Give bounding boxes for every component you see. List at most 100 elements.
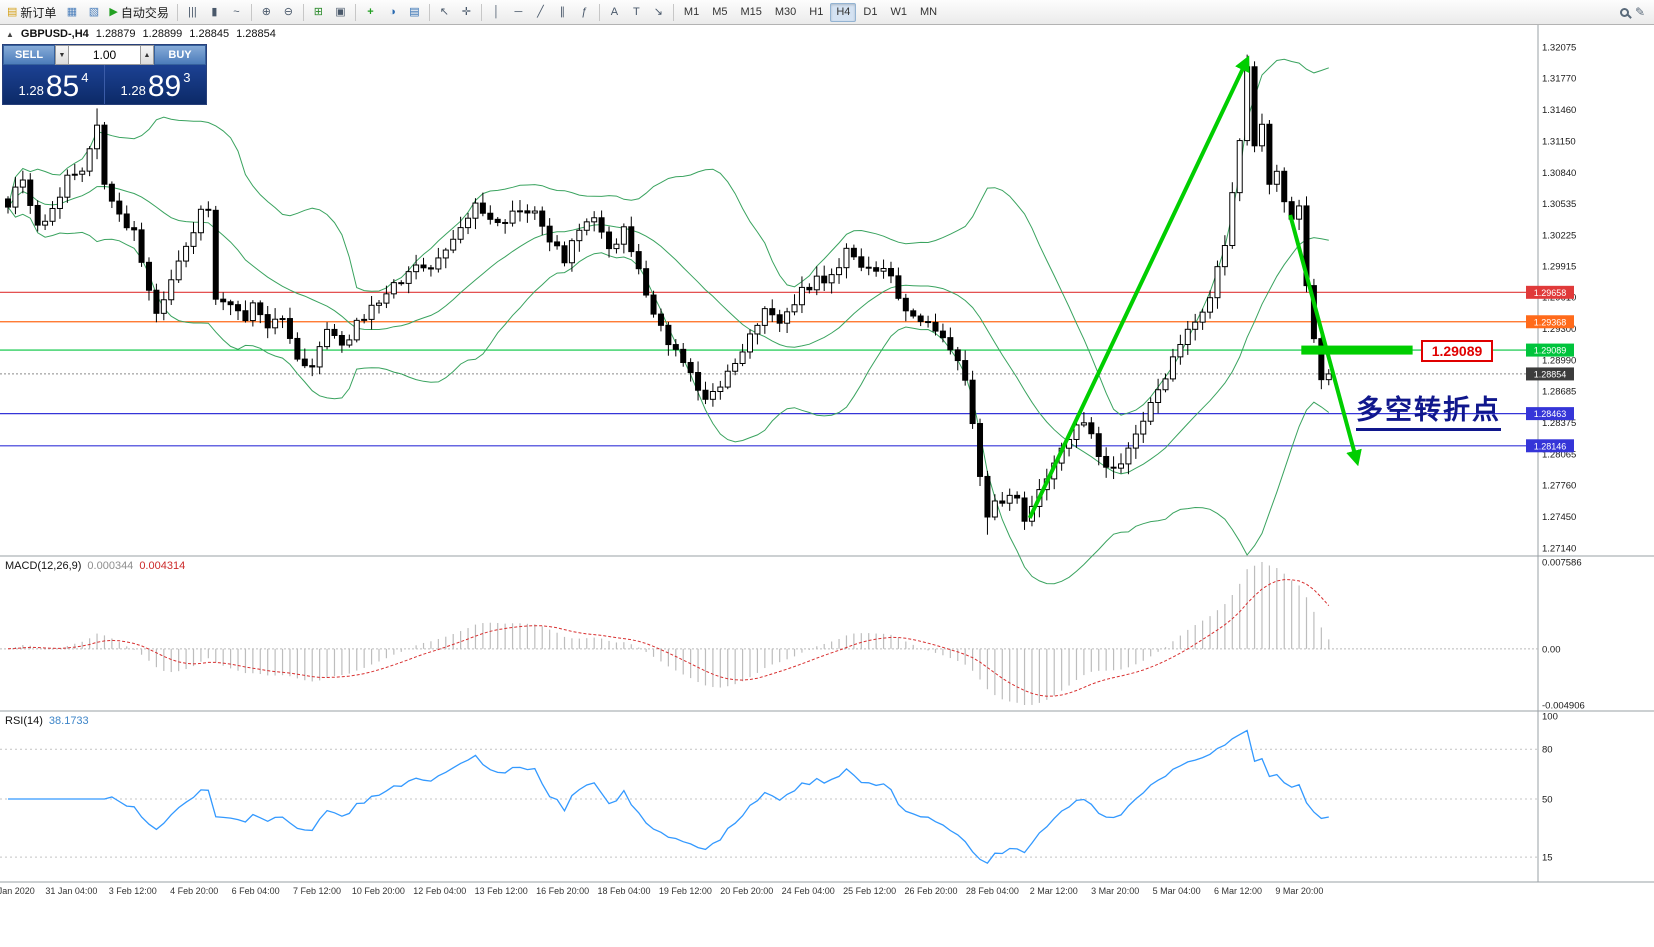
timeframe-m5-button[interactable]: M5 [712, 6, 728, 18]
shapes-tool-icon: ↘ [653, 5, 664, 18]
vertical-line-tool-icon: │ [492, 5, 500, 18]
add-indicator-button[interactable]: + [360, 2, 381, 23]
cursor-tool-icon: ↖ [439, 5, 450, 18]
svg-text:1.28854: 1.28854 [1534, 369, 1567, 379]
templates-button[interactable]: ▤ [404, 2, 425, 23]
bar-chart-mode-button[interactable]: ||| [182, 2, 203, 23]
quick-edit-icon[interactable]: ✎ [1634, 5, 1645, 19]
svg-text:9 Mar 20:00: 9 Mar 20:00 [1275, 886, 1323, 896]
timeframe-d1-button[interactable]: D1 [863, 6, 878, 18]
fibonacci-tool-icon: ƒ [581, 5, 588, 18]
svg-text:28 Feb 04:00: 28 Feb 04:00 [966, 886, 1019, 896]
svg-text:3 Feb 12:00: 3 Feb 12:00 [109, 886, 157, 896]
trendline-tool-button[interactable]: ╱ [530, 2, 551, 23]
svg-text:1.30535: 1.30535 [1542, 199, 1576, 210]
cursor-tool-button[interactable]: ↖ [434, 2, 455, 23]
svg-text:18 Feb 04:00: 18 Feb 04:00 [597, 886, 650, 896]
chart-ohlc-info: ▲ GBPUSD-,H4 1.28879 1.28899 1.28845 1.2… [6, 28, 276, 40]
autotrading-label: 自动交易 [120, 5, 169, 20]
timeframe-w1-button[interactable]: W1 [890, 6, 907, 18]
toolbar-separator [598, 3, 600, 21]
svg-text:20 Feb 20:00: 20 Feb 20:00 [720, 886, 773, 896]
svg-text:1.31770: 1.31770 [1542, 73, 1576, 84]
macd-panel [0, 562, 1538, 705]
channel-tool-button[interactable]: ∥ [552, 2, 573, 23]
zoom-out-button[interactable]: ⊖ [278, 2, 299, 23]
toolbar-separator [480, 3, 482, 21]
price-callout-label[interactable]: 1.29089 [1421, 340, 1493, 362]
svg-text:1.31150: 1.31150 [1542, 136, 1576, 147]
horizontal-line-tool-button[interactable]: ─ [508, 2, 529, 23]
price-divider [104, 65, 105, 104]
timeframe-h1-button[interactable]: H1 [809, 6, 824, 18]
crosshair-tool-button[interactable]: ✛ [456, 2, 477, 23]
new-order-button[interactable]: ▤ 新订单 [3, 2, 60, 23]
horizontal-levels[interactable] [0, 291, 1538, 447]
buy-button[interactable]: BUY [154, 45, 206, 65]
volume-increase-button[interactable]: ▲ [140, 45, 154, 65]
candle-chart-mode-button[interactable]: ▮ [204, 2, 225, 23]
svg-text:10 Feb 20:00: 10 Feb 20:00 [352, 886, 405, 896]
macd-main-value: 0.000344 [87, 560, 134, 572]
timeframe-mn-button[interactable]: MN [919, 6, 938, 18]
chart-area[interactable]: 1.32075 1.31770 1.31460 1.31150 1.30840 1.305… [0, 25, 1654, 947]
navigator-icon: ▧ [88, 5, 100, 18]
svg-text:80: 80 [1542, 745, 1553, 756]
shapes-tool-button[interactable]: ↘ [648, 2, 669, 23]
collapse-one-click-icon[interactable]: ▲ [6, 30, 14, 39]
fibonacci-tool-button[interactable]: ƒ [574, 2, 595, 23]
text-label-tool-icon: T [633, 5, 640, 18]
toolbar-separator [250, 3, 252, 21]
arrange-windows-button[interactable]: ▣ [330, 2, 351, 23]
timeframe-h4-button[interactable]: H4 [830, 2, 857, 22]
candle-chart-mode-icon: ▮ [211, 5, 218, 18]
price-axis: 1.32075 1.31770 1.31460 1.31150 1.30840 1.305… [1526, 43, 1585, 864]
toolbar-right-icons: ✎ [1619, 5, 1651, 19]
ohlc-low: 1.28845 [189, 28, 230, 40]
periods-button[interactable]: ◑ [382, 2, 403, 23]
symbol-period-label: GBPUSD-,H4 [20, 28, 89, 40]
svg-text:1.28990: 1.28990 [1542, 356, 1576, 367]
volume-decrease-button[interactable]: ▼ [55, 45, 69, 65]
navigator-button[interactable]: ▧ [83, 2, 104, 23]
svg-text:1.29300: 1.29300 [1542, 324, 1576, 335]
tile-windows-button[interactable]: ⊞ [308, 2, 329, 23]
svg-text:1.30840: 1.30840 [1542, 168, 1576, 179]
search-icon[interactable] [1619, 7, 1629, 17]
svg-text:1.27760: 1.27760 [1542, 480, 1576, 491]
svg-text:24 Feb 04:00: 24 Feb 04:00 [782, 886, 835, 896]
charts-window-button[interactable]: ▦ [61, 2, 82, 23]
turning-point-annotation[interactable]: 多空转折点 [1356, 388, 1501, 431]
rsi-panel [0, 729, 1538, 865]
new-order-label: 新订单 [20, 5, 57, 20]
svg-text:26 Feb 20:00: 26 Feb 20:00 [904, 886, 957, 896]
autotrading-button[interactable]: ▶ 自动交易 [105, 2, 172, 23]
trend-arrows[interactable] [1027, 55, 1413, 519]
text-label-tool-button[interactable]: T [626, 2, 647, 23]
volume-input[interactable]: 1.00 [69, 45, 140, 65]
toolbar-separator [428, 3, 430, 21]
toolbar-separator [672, 3, 674, 21]
zoom-in-button[interactable]: ⊕ [256, 2, 277, 23]
svg-text:1.32075: 1.32075 [1542, 43, 1576, 54]
ohlc-close: 1.28854 [236, 28, 276, 40]
timeframe-m1-button[interactable]: M1 [683, 6, 700, 18]
text-tool-button[interactable]: A [604, 2, 625, 23]
svg-text:100: 100 [1542, 712, 1558, 723]
charts-window-icon: ▦ [66, 5, 78, 18]
crosshair-tool-icon: ✛ [461, 5, 472, 18]
buy-price[interactable]: 1.28 89 3 [120, 70, 191, 103]
svg-text:29 Jan 2020: 29 Jan 2020 [0, 886, 35, 896]
timeframe-m15-button[interactable]: M15 [740, 6, 762, 18]
svg-text:6 Feb 04:00: 6 Feb 04:00 [232, 886, 280, 896]
line-chart-mode-button[interactable]: ~ [226, 2, 247, 23]
bar-chart-mode-icon: ||| [188, 5, 197, 18]
channel-tool-icon: ∥ [559, 5, 566, 18]
text-tool-icon: A [610, 5, 619, 18]
sell-button[interactable]: SELL [3, 45, 55, 65]
sell-price[interactable]: 1.28 85 4 [18, 70, 89, 103]
svg-text:15: 15 [1542, 853, 1553, 864]
vertical-line-tool-button[interactable]: │ [486, 2, 507, 23]
timeframe-m30-button[interactable]: M30 [774, 6, 797, 18]
